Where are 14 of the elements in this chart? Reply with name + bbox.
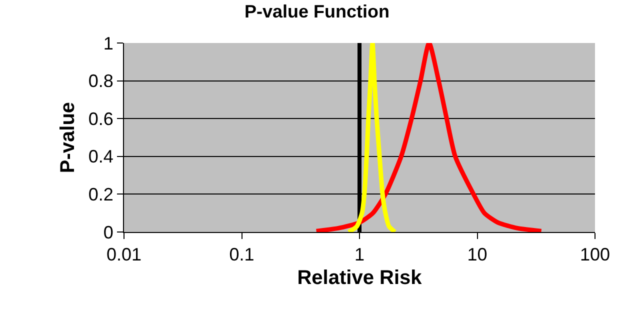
x-tick-label: 100 — [580, 244, 610, 265]
chart-title: P-value Function — [244, 1, 390, 22]
x-tick-label: 10 — [467, 244, 488, 265]
y-tick-label: 0 — [103, 222, 114, 242]
y-axis-title: P-value — [56, 102, 79, 174]
y-tick-label: 0.8 — [88, 71, 114, 92]
y-tick-label: 0.2 — [88, 184, 114, 204]
x-axis-title: Relative Risk — [297, 267, 423, 290]
x-tick-label: 0.1 — [229, 244, 254, 265]
y-tick-label: 1 — [103, 33, 114, 54]
x-tick-label: 0.01 — [106, 244, 142, 265]
x-tick-label: 1 — [354, 244, 365, 265]
y-tick-label: 0.4 — [88, 146, 114, 167]
y-tick-label: 0.6 — [88, 108, 114, 129]
